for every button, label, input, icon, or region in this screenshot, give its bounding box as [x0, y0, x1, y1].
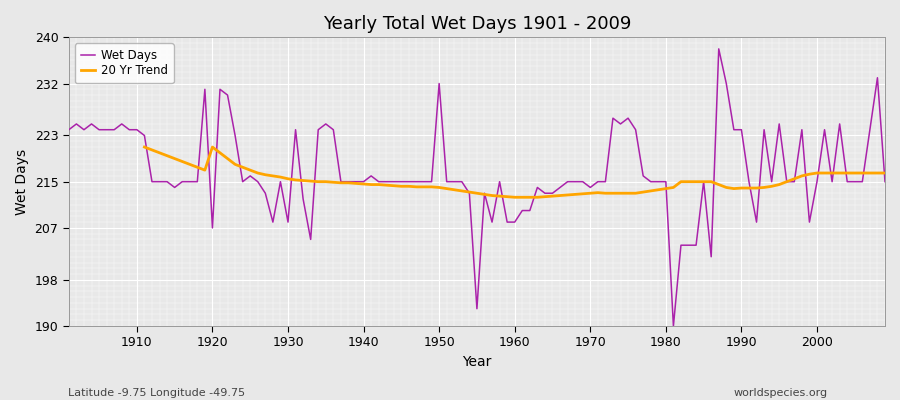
Wet Days: [600, 179, 611, 184]
Wet Days: [668, 324, 679, 328]
20 Yr Trend: [879, 171, 890, 176]
Wet Days: [336, 179, 346, 184]
20 Yr Trend: [365, 182, 376, 187]
20 Yr Trend: [517, 195, 527, 200]
Wet Days: [502, 220, 513, 224]
Line: 20 Yr Trend: 20 Yr Trend: [144, 147, 885, 197]
Wet Days: [509, 220, 520, 224]
20 Yr Trend: [509, 195, 520, 200]
Title: Yearly Total Wet Days 1901 - 2009: Yearly Total Wet Days 1901 - 2009: [323, 15, 631, 33]
20 Yr Trend: [336, 180, 346, 185]
Wet Days: [290, 127, 301, 132]
Text: worldspecies.org: worldspecies.org: [734, 388, 828, 398]
20 Yr Trend: [139, 145, 149, 150]
Wet Days: [124, 127, 135, 132]
20 Yr Trend: [313, 179, 324, 184]
20 Yr Trend: [539, 194, 550, 199]
Line: Wet Days: Wet Days: [68, 49, 885, 326]
Wet Days: [63, 127, 74, 132]
Y-axis label: Wet Days: Wet Days: [15, 149, 29, 215]
20 Yr Trend: [728, 186, 739, 191]
Wet Days: [879, 179, 890, 184]
Legend: Wet Days, 20 Yr Trend: Wet Days, 20 Yr Trend: [75, 43, 174, 84]
X-axis label: Year: Year: [463, 355, 491, 369]
Text: Latitude -9.75 Longitude -49.75: Latitude -9.75 Longitude -49.75: [68, 388, 245, 398]
Wet Days: [714, 46, 724, 51]
